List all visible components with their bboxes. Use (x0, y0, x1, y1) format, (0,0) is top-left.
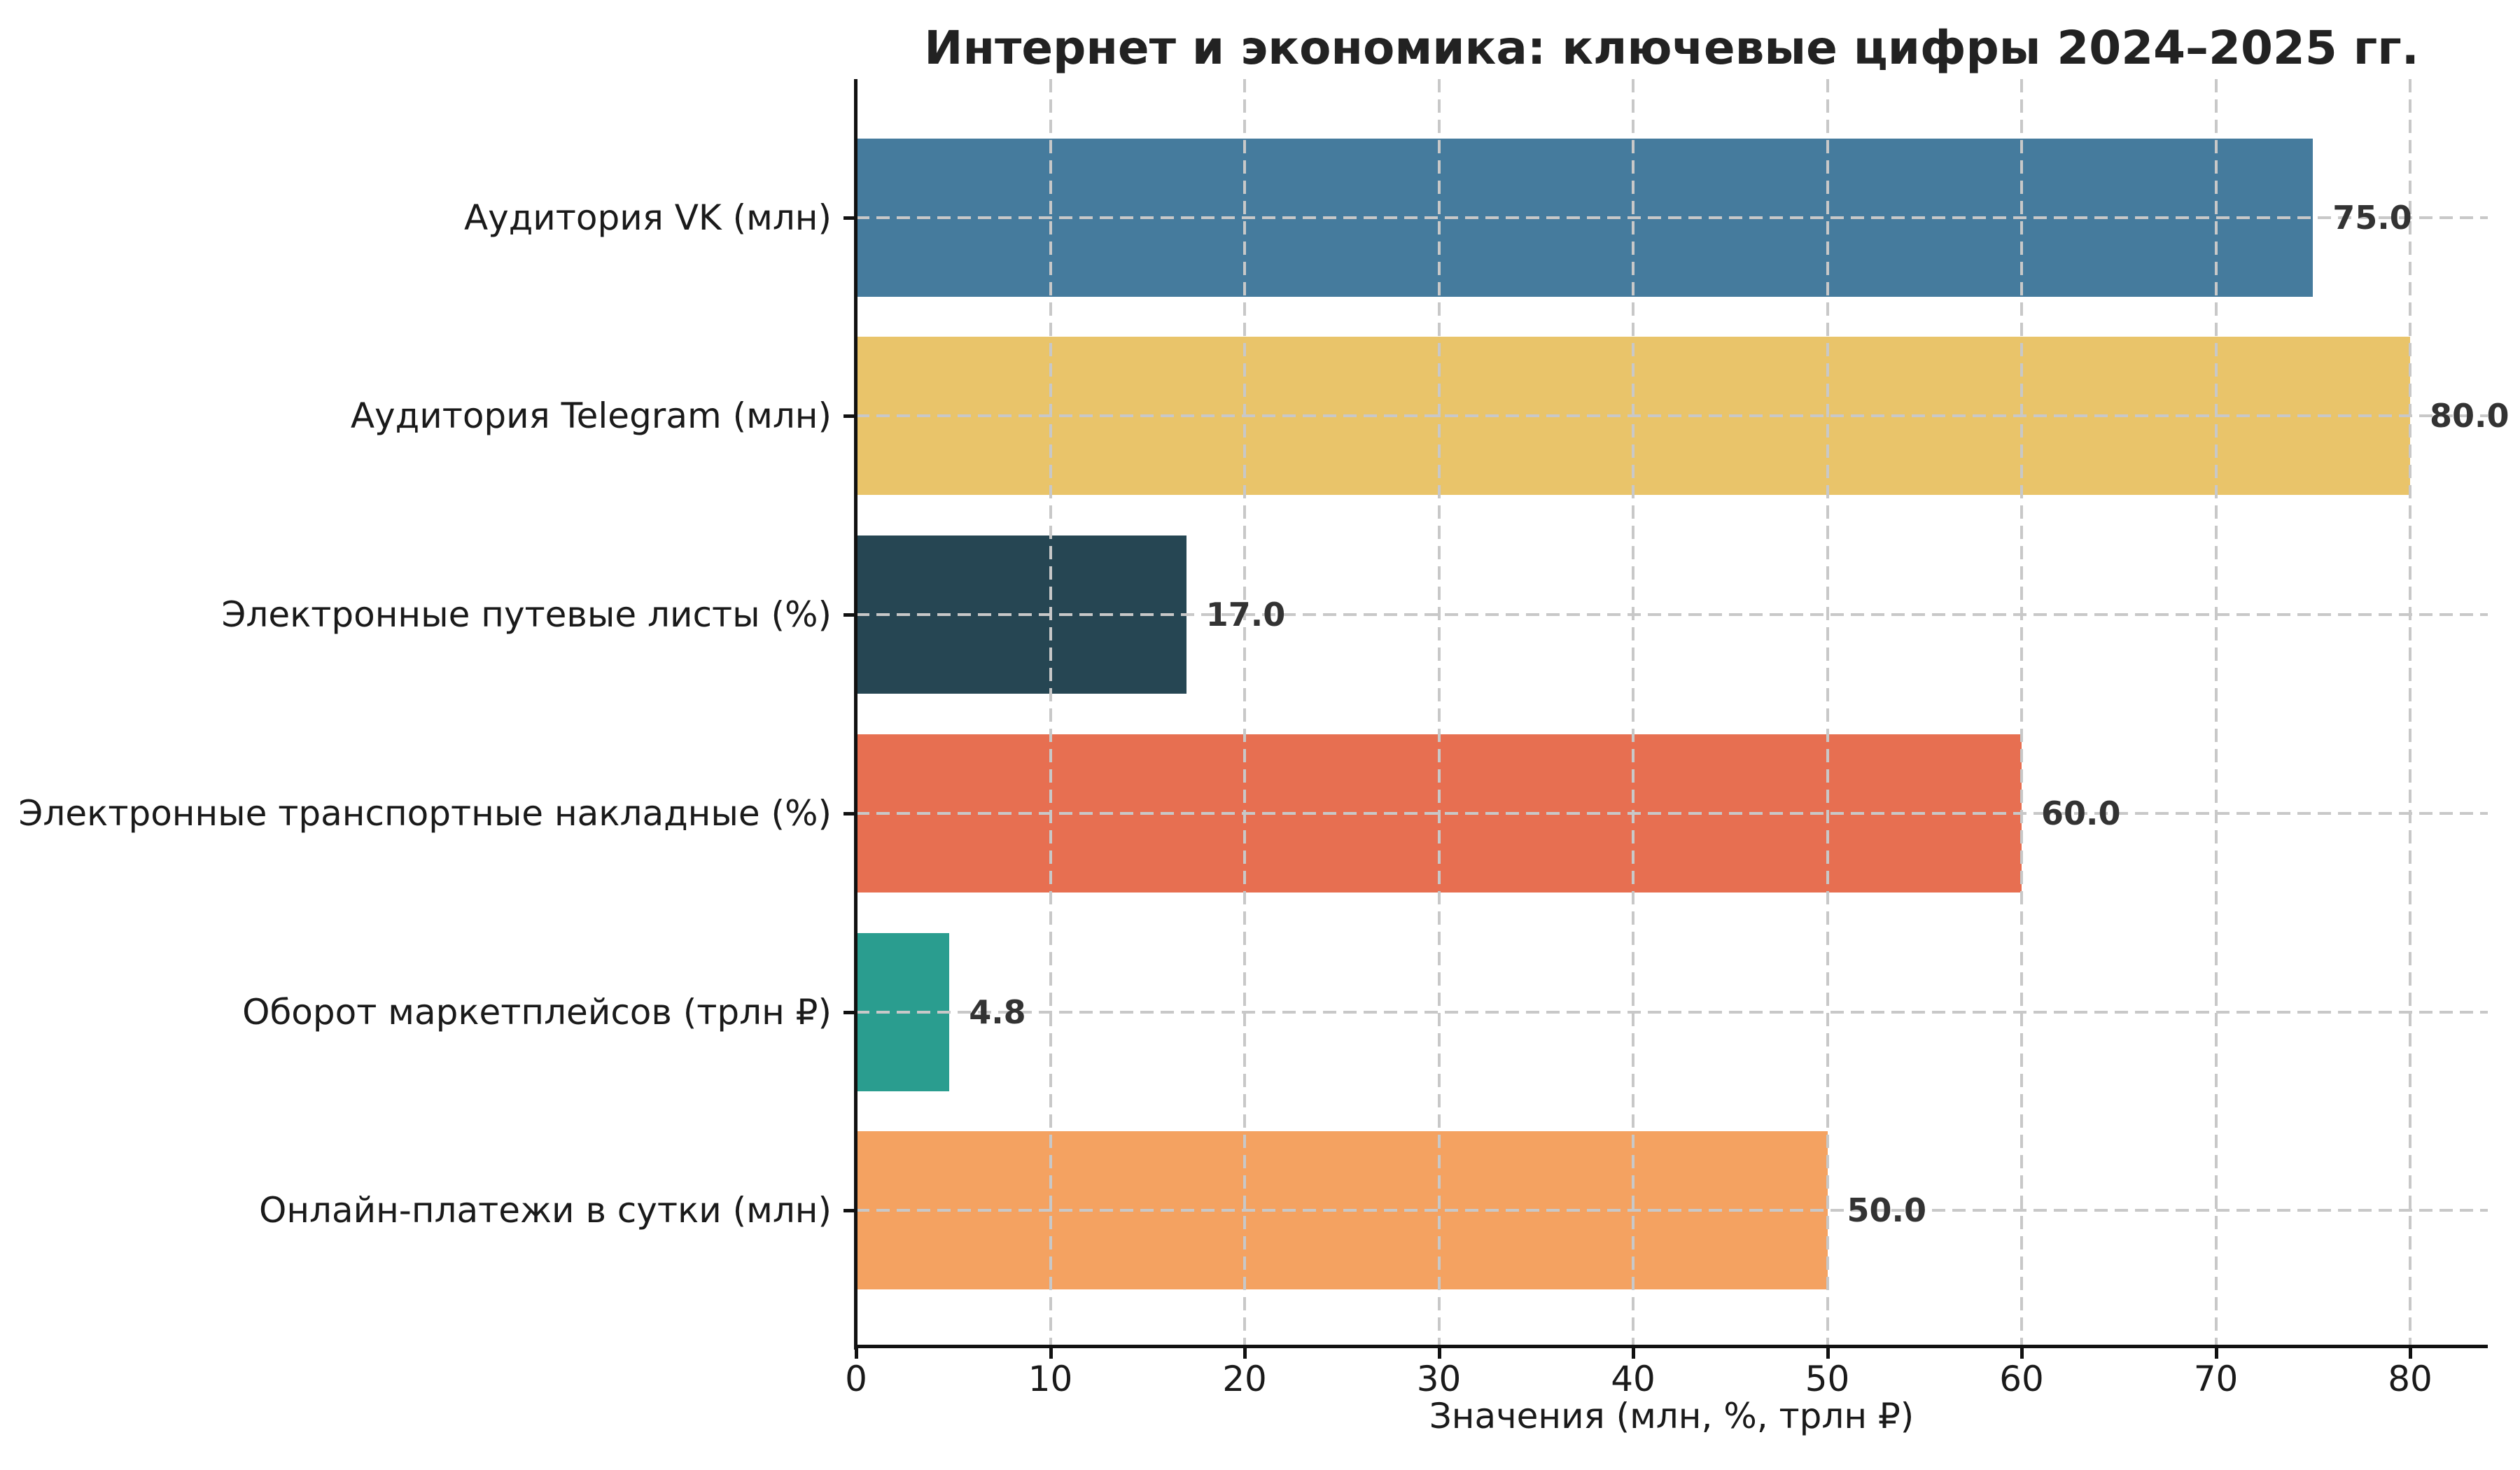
x-gridline-30 (1437, 79, 1441, 1346)
x-tick-mark-80 (2409, 1348, 2412, 1359)
y-tick-label-5: Онлайн-платежи в сутки (млн) (258, 1190, 832, 1231)
y-gridline-5 (856, 1209, 2488, 1212)
x-gridline-20 (1243, 79, 1246, 1346)
bar-value-label-5: 50.0 (1847, 1191, 1927, 1230)
x-tick-mark-70 (2214, 1348, 2218, 1359)
x-tick-mark-10 (1049, 1348, 1053, 1359)
x-tick-label-70: 70 (2193, 1359, 2239, 1399)
y-tick-mark-3 (844, 811, 854, 816)
y-tick-mark-5 (844, 1209, 854, 1213)
x-gridline-80 (2409, 79, 2412, 1346)
x-gridline-60 (2020, 79, 2023, 1346)
x-gridline-70 (2214, 79, 2218, 1346)
x-axis-spine (854, 1345, 2488, 1348)
x-tick-label-80: 80 (2388, 1359, 2432, 1399)
y-tick-label-2: Электронные путевые листы (%) (221, 594, 832, 636)
x-tick-label-40: 40 (1611, 1359, 1656, 1399)
y-tick-label-4: Оборот маркетплейсов (трлн ₽) (242, 991, 832, 1032)
chart-title: Интернет и экономика: ключевые цифры 202… (924, 21, 2419, 75)
bar-value-label-3: 60.0 (2041, 794, 2121, 832)
bar-value-label-0: 75.0 (2332, 198, 2412, 237)
bar-value-label-4: 4.8 (969, 993, 1026, 1031)
x-tick-label-50: 50 (1805, 1359, 1850, 1399)
y-gridline-2 (856, 613, 2488, 617)
y-tick-mark-0 (844, 216, 854, 220)
x-tick-label-10: 10 (1028, 1359, 1073, 1399)
x-gridline-10 (1049, 79, 1052, 1346)
x-tick-mark-20 (1243, 1348, 1247, 1359)
bar-value-label-1: 80.0 (2430, 397, 2510, 435)
x-tick-mark-0 (855, 1348, 858, 1359)
x-tick-label-60: 60 (1999, 1359, 2044, 1399)
x-gridline-40 (1632, 79, 1634, 1346)
y-tick-label-1: Аудитория Telegram (млн) (350, 396, 832, 437)
y-axis-spine (854, 79, 858, 1350)
y-gridline-3 (856, 811, 2488, 815)
x-tick-mark-30 (1437, 1348, 1441, 1359)
bar-value-label-2: 17.0 (1205, 596, 1286, 634)
y-tick-label-0: Аудитория VK (млн) (463, 197, 832, 238)
x-tick-mark-60 (2020, 1348, 2024, 1359)
y-tick-mark-1 (844, 414, 854, 419)
x-axis-label: Значения (млн, %, трлн ₽) (1429, 1396, 1914, 1436)
x-gridline-50 (1826, 79, 1829, 1346)
x-tick-mark-50 (1826, 1348, 1830, 1359)
y-tick-mark-2 (844, 613, 854, 617)
y-tick-label-3: Электронные транспортные накладные (%) (18, 792, 832, 834)
y-tick-mark-4 (844, 1010, 854, 1014)
x-tick-label-20: 20 (1222, 1359, 1267, 1399)
x-tick-mark-40 (1632, 1348, 1635, 1359)
x-tick-label-0: 0 (845, 1359, 867, 1399)
x-tick-label-30: 30 (1416, 1359, 1462, 1399)
y-gridline-0 (856, 216, 2488, 219)
y-gridline-1 (856, 414, 2488, 418)
y-gridline-4 (856, 1010, 2488, 1014)
